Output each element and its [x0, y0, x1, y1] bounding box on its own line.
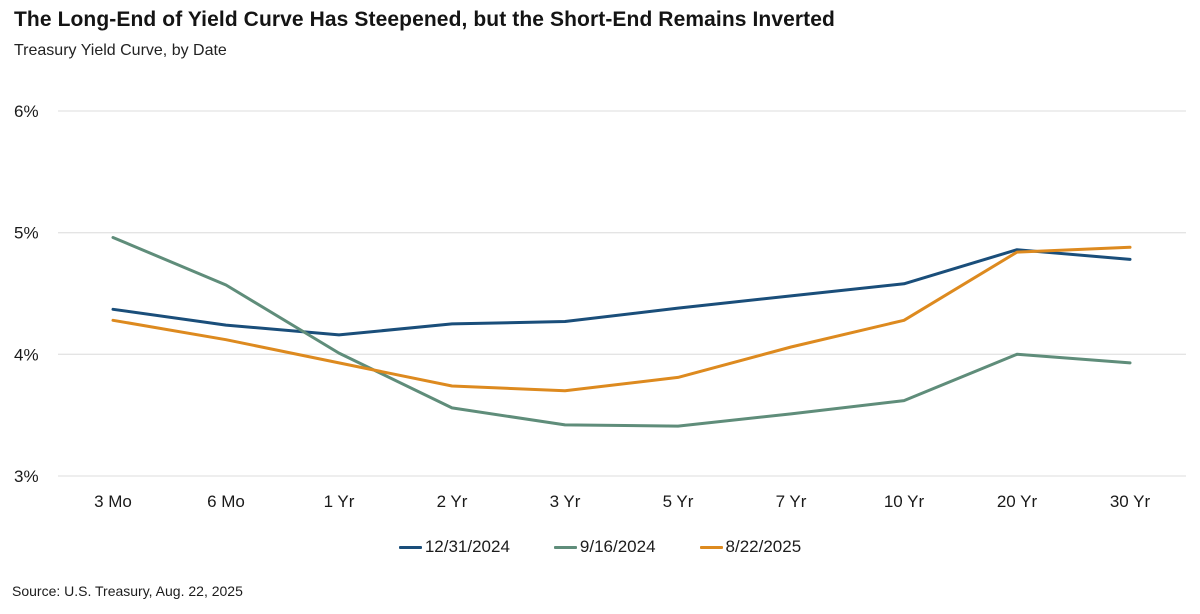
legend-label: 8/22/2025: [725, 537, 802, 556]
legend-item-9-16-2024: 9/16/2024: [553, 537, 656, 557]
y-axis-tick-label: 5%: [14, 224, 39, 243]
x-axis-tick-label: 20 Yr: [997, 492, 1038, 511]
x-axis-tick-label: 7 Yr: [776, 492, 807, 511]
y-axis-tick-label: 6%: [14, 102, 39, 121]
x-axis-tick-label: 1 Yr: [324, 492, 355, 511]
series-line-12-31-2024: [111, 248, 1132, 337]
x-axis-tick-label: 3 Yr: [550, 492, 581, 511]
chart-title: The Long-End of Yield Curve Has Steepene…: [14, 8, 835, 31]
x-axis-tick-label: 30 Yr: [1110, 492, 1151, 511]
x-axis-tick-label: 6 Mo: [207, 492, 245, 511]
legend-item-12-31-2024: 12/31/2024: [398, 537, 510, 557]
chart-legend: 12/31/2024 9/16/2024 8/22/2025: [0, 537, 1200, 557]
legend-swatch-icon: [699, 545, 723, 549]
series-line-8-22-2025: [111, 245, 1132, 393]
chart-subtitle: Treasury Yield Curve, by Date: [14, 42, 227, 59]
legend-swatch-icon: [553, 545, 577, 549]
x-axis-tick-label: 10 Yr: [884, 492, 925, 511]
y-axis-tick-label: 3%: [14, 467, 39, 486]
legend-item-8-22-2025: 8/22/2025: [699, 537, 802, 557]
legend-swatch-icon: [398, 545, 422, 549]
y-axis-tick-label: 4%: [14, 345, 39, 364]
legend-label: 12/31/2024: [424, 537, 510, 556]
x-axis-tick-label: 3 Mo: [94, 492, 132, 511]
source-note: Source: U.S. Treasury, Aug. 22, 2025: [12, 583, 243, 599]
legend-label: 9/16/2024: [579, 537, 656, 556]
x-axis-tick-label: 2 Yr: [437, 492, 468, 511]
series-line-9-16-2024: [111, 236, 1132, 428]
x-axis-tick-label: 5 Yr: [663, 492, 694, 511]
